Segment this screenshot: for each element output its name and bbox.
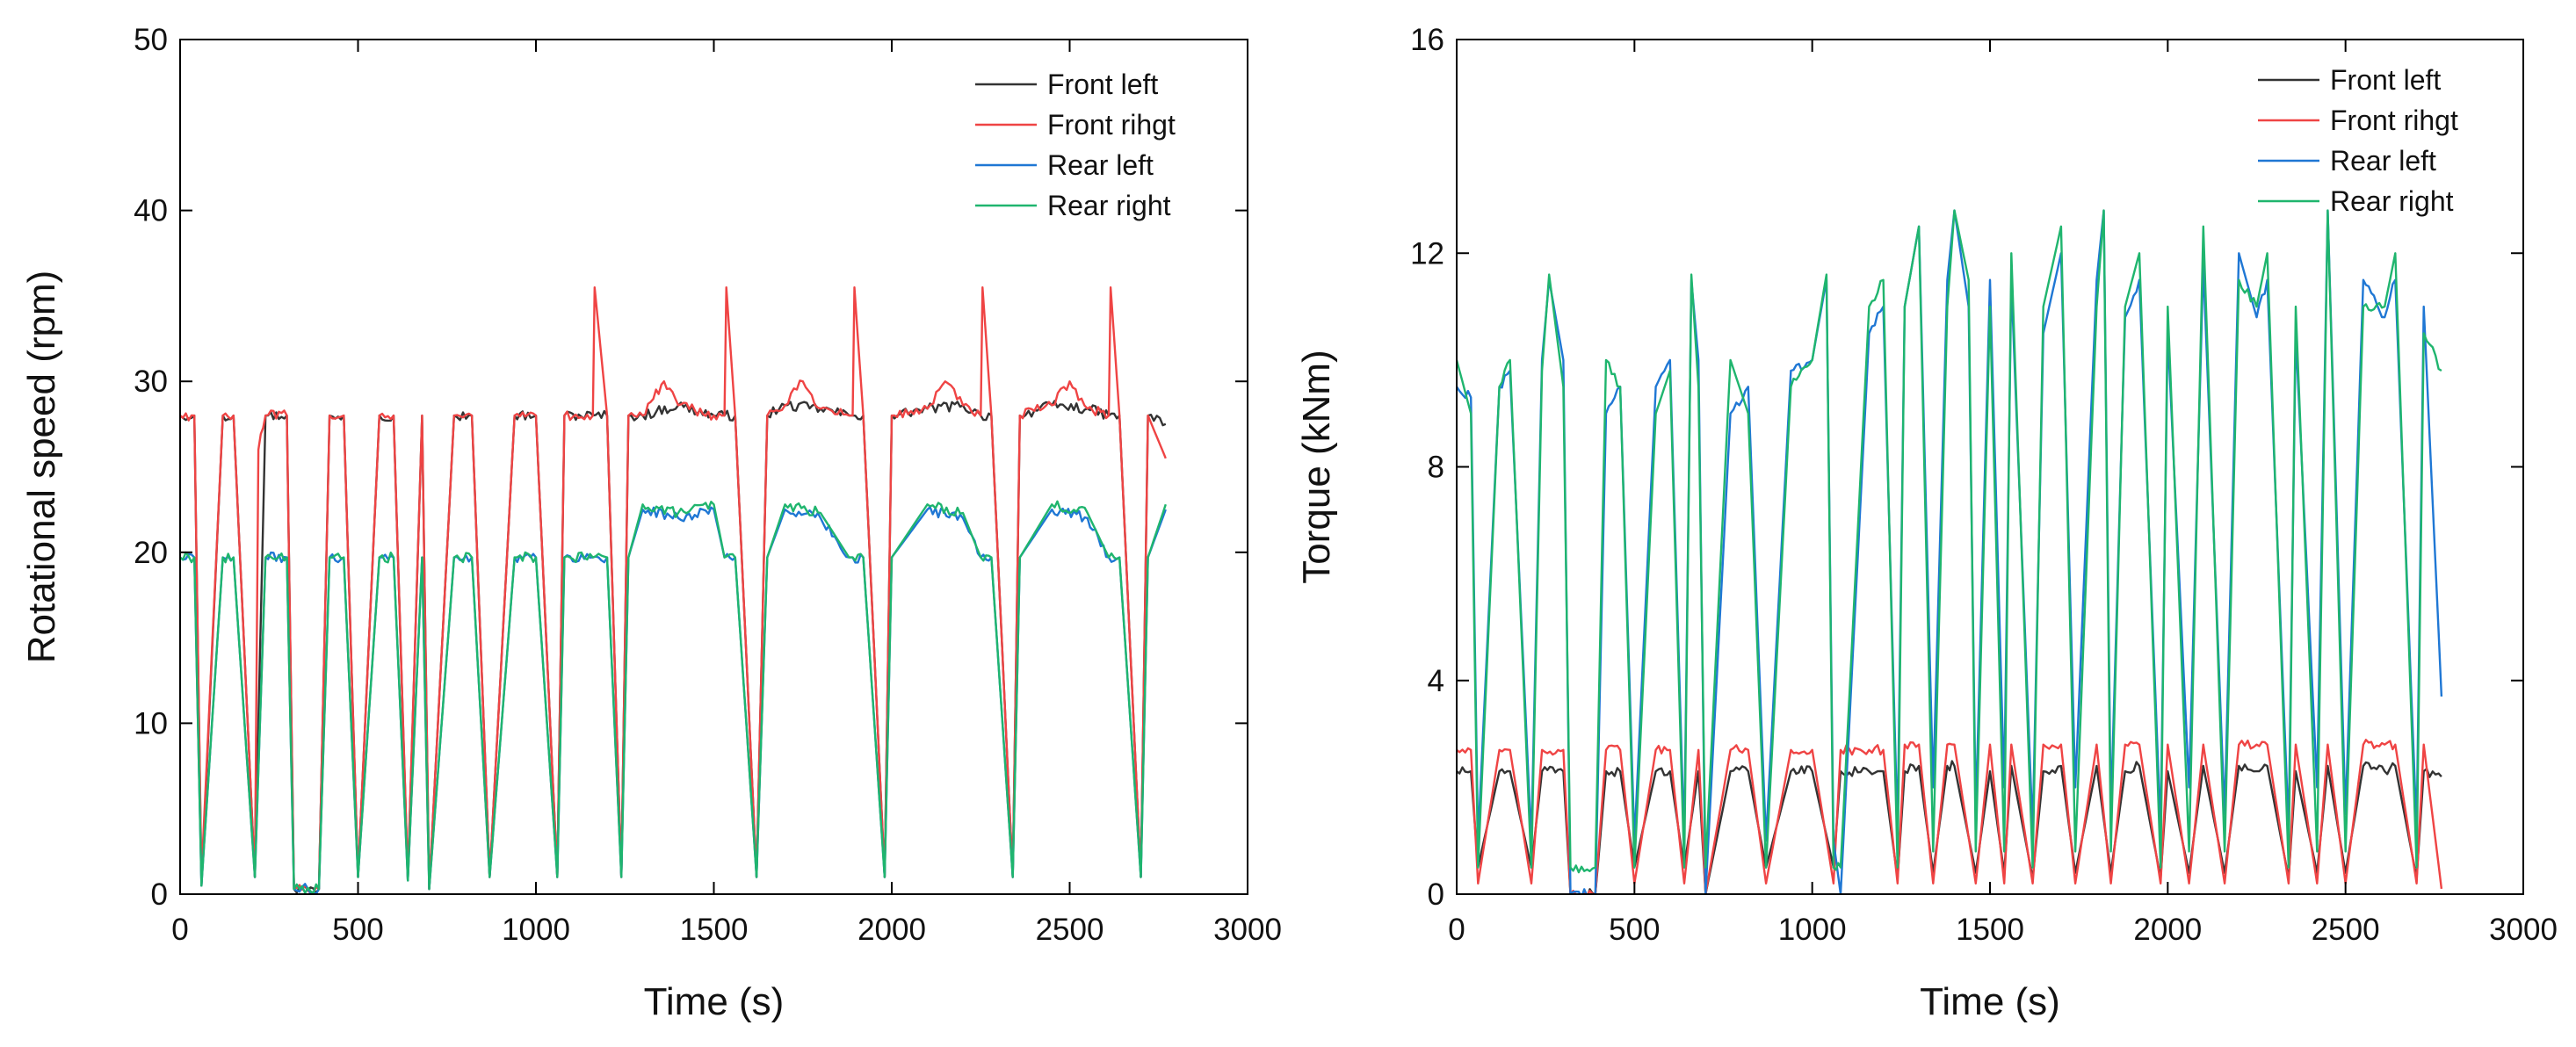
y-tick-label: 16 — [1410, 23, 1444, 57]
x-tick-label: 1000 — [502, 913, 570, 947]
speed-chart: 0 500 1000 1500 2000 2500 3000 0 10 20 30 40 50 Time… — [20, 23, 1282, 1023]
x-tick-label: 2500 — [1036, 913, 1104, 947]
y-tick-label: 20 — [134, 536, 168, 570]
x-tick-label: 500 — [332, 913, 383, 947]
y-tick-label: 30 — [134, 365, 168, 399]
y-tick-label: 10 — [134, 706, 168, 740]
x-tick-label: 1500 — [1956, 913, 2024, 947]
x-tick-label: 0 — [171, 913, 188, 947]
y-tick-label: 0 — [151, 877, 168, 912]
series-line-front-left — [1457, 760, 2442, 894]
torque-series-lines — [1457, 209, 2443, 894]
speed-series-lines — [180, 286, 1167, 894]
y-tick-label: 0 — [1428, 877, 1444, 912]
x-tick-label: 1500 — [680, 913, 749, 947]
speed-axis-ticks: 0 500 1000 1500 2000 2500 3000 0 10 20 30 40 50 — [134, 23, 1282, 947]
y-tick-label: 4 — [1428, 664, 1444, 698]
legend-label: Front left — [1047, 69, 1158, 100]
speed-x-axis-title: Time (s) — [644, 980, 785, 1023]
x-tick-label: 0 — [1448, 913, 1465, 947]
torque-legend: Front left Front rihgt Rear left Rear right — [2258, 64, 2458, 217]
speed-y-axis-title: Rotational speed (rpm) — [20, 271, 63, 664]
series-line-rear-right — [180, 500, 1167, 894]
torque-chart: 0 500 1000 1500 2000 2500 3000 0 4 8 12 16 Time (s)… — [1295, 23, 2558, 1023]
speed-legend: Front left Front rihgt Rear left Rear right — [975, 69, 1176, 221]
x-tick-label: 1000 — [1778, 913, 1847, 947]
legend-label: Front rihgt — [2330, 105, 2458, 136]
series-line-front-rihgt — [1457, 739, 2443, 894]
legend-label: Rear right — [2330, 185, 2454, 217]
series-line-front-rihgt — [180, 286, 1167, 894]
legend-label: Front left — [2330, 64, 2441, 96]
x-tick-label: 2000 — [857, 913, 926, 947]
torque-axis-ticks: 0 500 1000 1500 2000 2500 3000 0 4 8 12 16 — [1410, 23, 2558, 947]
legend-label: Front rihgt — [1047, 109, 1176, 141]
y-tick-label: 50 — [134, 23, 168, 57]
legend-label: Rear left — [1047, 149, 1154, 181]
x-tick-label: 3000 — [2489, 913, 2558, 947]
y-tick-label: 8 — [1428, 451, 1444, 485]
torque-y-axis-title: Torque (kNm) — [1295, 350, 1338, 584]
x-tick-label: 500 — [1609, 913, 1660, 947]
series-line-rear-right — [1457, 209, 2442, 874]
legend-label: Rear left — [2330, 145, 2436, 177]
legend-label: Rear right — [1047, 190, 1171, 221]
x-tick-label: 2500 — [2312, 913, 2380, 947]
x-tick-label: 3000 — [1213, 913, 1282, 947]
x-tick-label: 2000 — [2133, 913, 2202, 947]
torque-x-axis-title: Time (s) — [1920, 980, 2060, 1023]
y-tick-label: 12 — [1410, 236, 1444, 271]
y-tick-label: 40 — [134, 194, 168, 228]
